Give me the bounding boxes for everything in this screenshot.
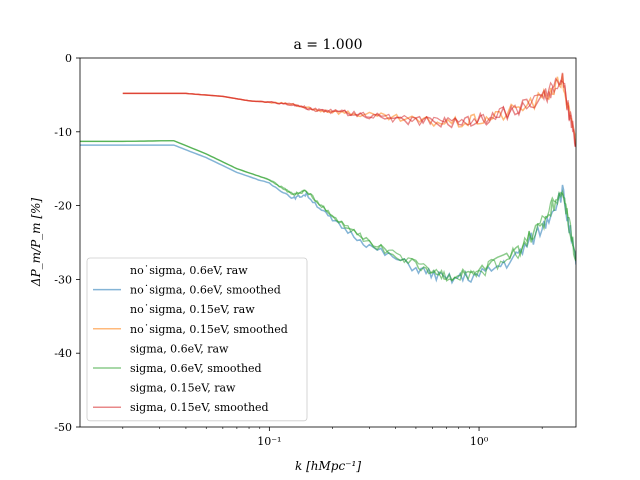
x-tick-label-0: 10⁻¹ xyxy=(257,435,281,448)
plot-frame xyxy=(79,57,577,428)
y-tick-label-3: -30 xyxy=(54,273,72,286)
chart-title: a = 1.000 xyxy=(293,37,362,53)
y-tick-label-0: 0 xyxy=(65,52,72,65)
y-tick-label-5: -50 xyxy=(54,421,72,434)
legend-box xyxy=(86,257,308,422)
x-axis-label: k [hMpc⁻¹] xyxy=(295,459,361,473)
series-line-1 xyxy=(80,144,576,285)
y-tick-label-2: -20 xyxy=(54,200,72,213)
y-axis-label: ΔP_m/P_m [%] xyxy=(29,198,43,288)
ticks-layer: 0 -10 -20 -30 -40 -50 10⁻¹ 10⁰ xyxy=(54,52,543,448)
legend-label-0: no˙sigma, 0.6eV, raw xyxy=(130,264,248,277)
legend-label-1: no˙sigma, 0.6eV, smoothed xyxy=(130,284,281,297)
series-line-5 xyxy=(80,139,576,282)
legend-label-5: sigma, 0.6eV, smoothed xyxy=(130,362,262,375)
series-line-7 xyxy=(122,72,576,148)
legend-label-2: no˙sigma, 0.15eV, raw xyxy=(130,303,255,316)
x-tick-label-1: 10⁰ xyxy=(470,435,489,448)
legend-label-7: sigma, 0.15eV, smoothed xyxy=(130,401,269,414)
legend-label-3: no˙sigma, 0.15eV, smoothed xyxy=(130,323,288,336)
y-tick-label-4: -40 xyxy=(54,347,72,360)
legend: no˙sigma, 0.6eV, raw no˙sigma, 0.6eV, smo… xyxy=(86,257,308,422)
legend-label-4: sigma, 0.6eV, raw xyxy=(130,342,229,355)
legend-label-6: sigma, 0.15eV, raw xyxy=(130,382,236,395)
series-layer xyxy=(80,72,576,285)
y-tick-label-1: -10 xyxy=(54,126,72,139)
